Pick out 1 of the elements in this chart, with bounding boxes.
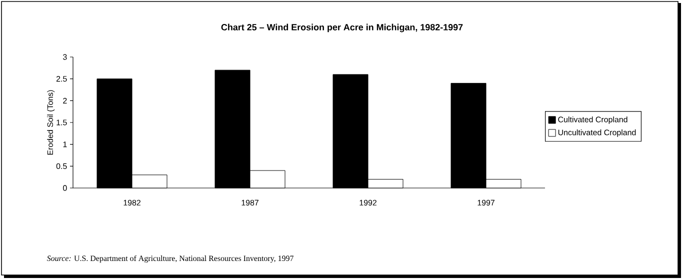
chart-title: Chart 25 – Wind Erosion per Acre in Michigan, 1982-1997 [221, 24, 463, 32]
